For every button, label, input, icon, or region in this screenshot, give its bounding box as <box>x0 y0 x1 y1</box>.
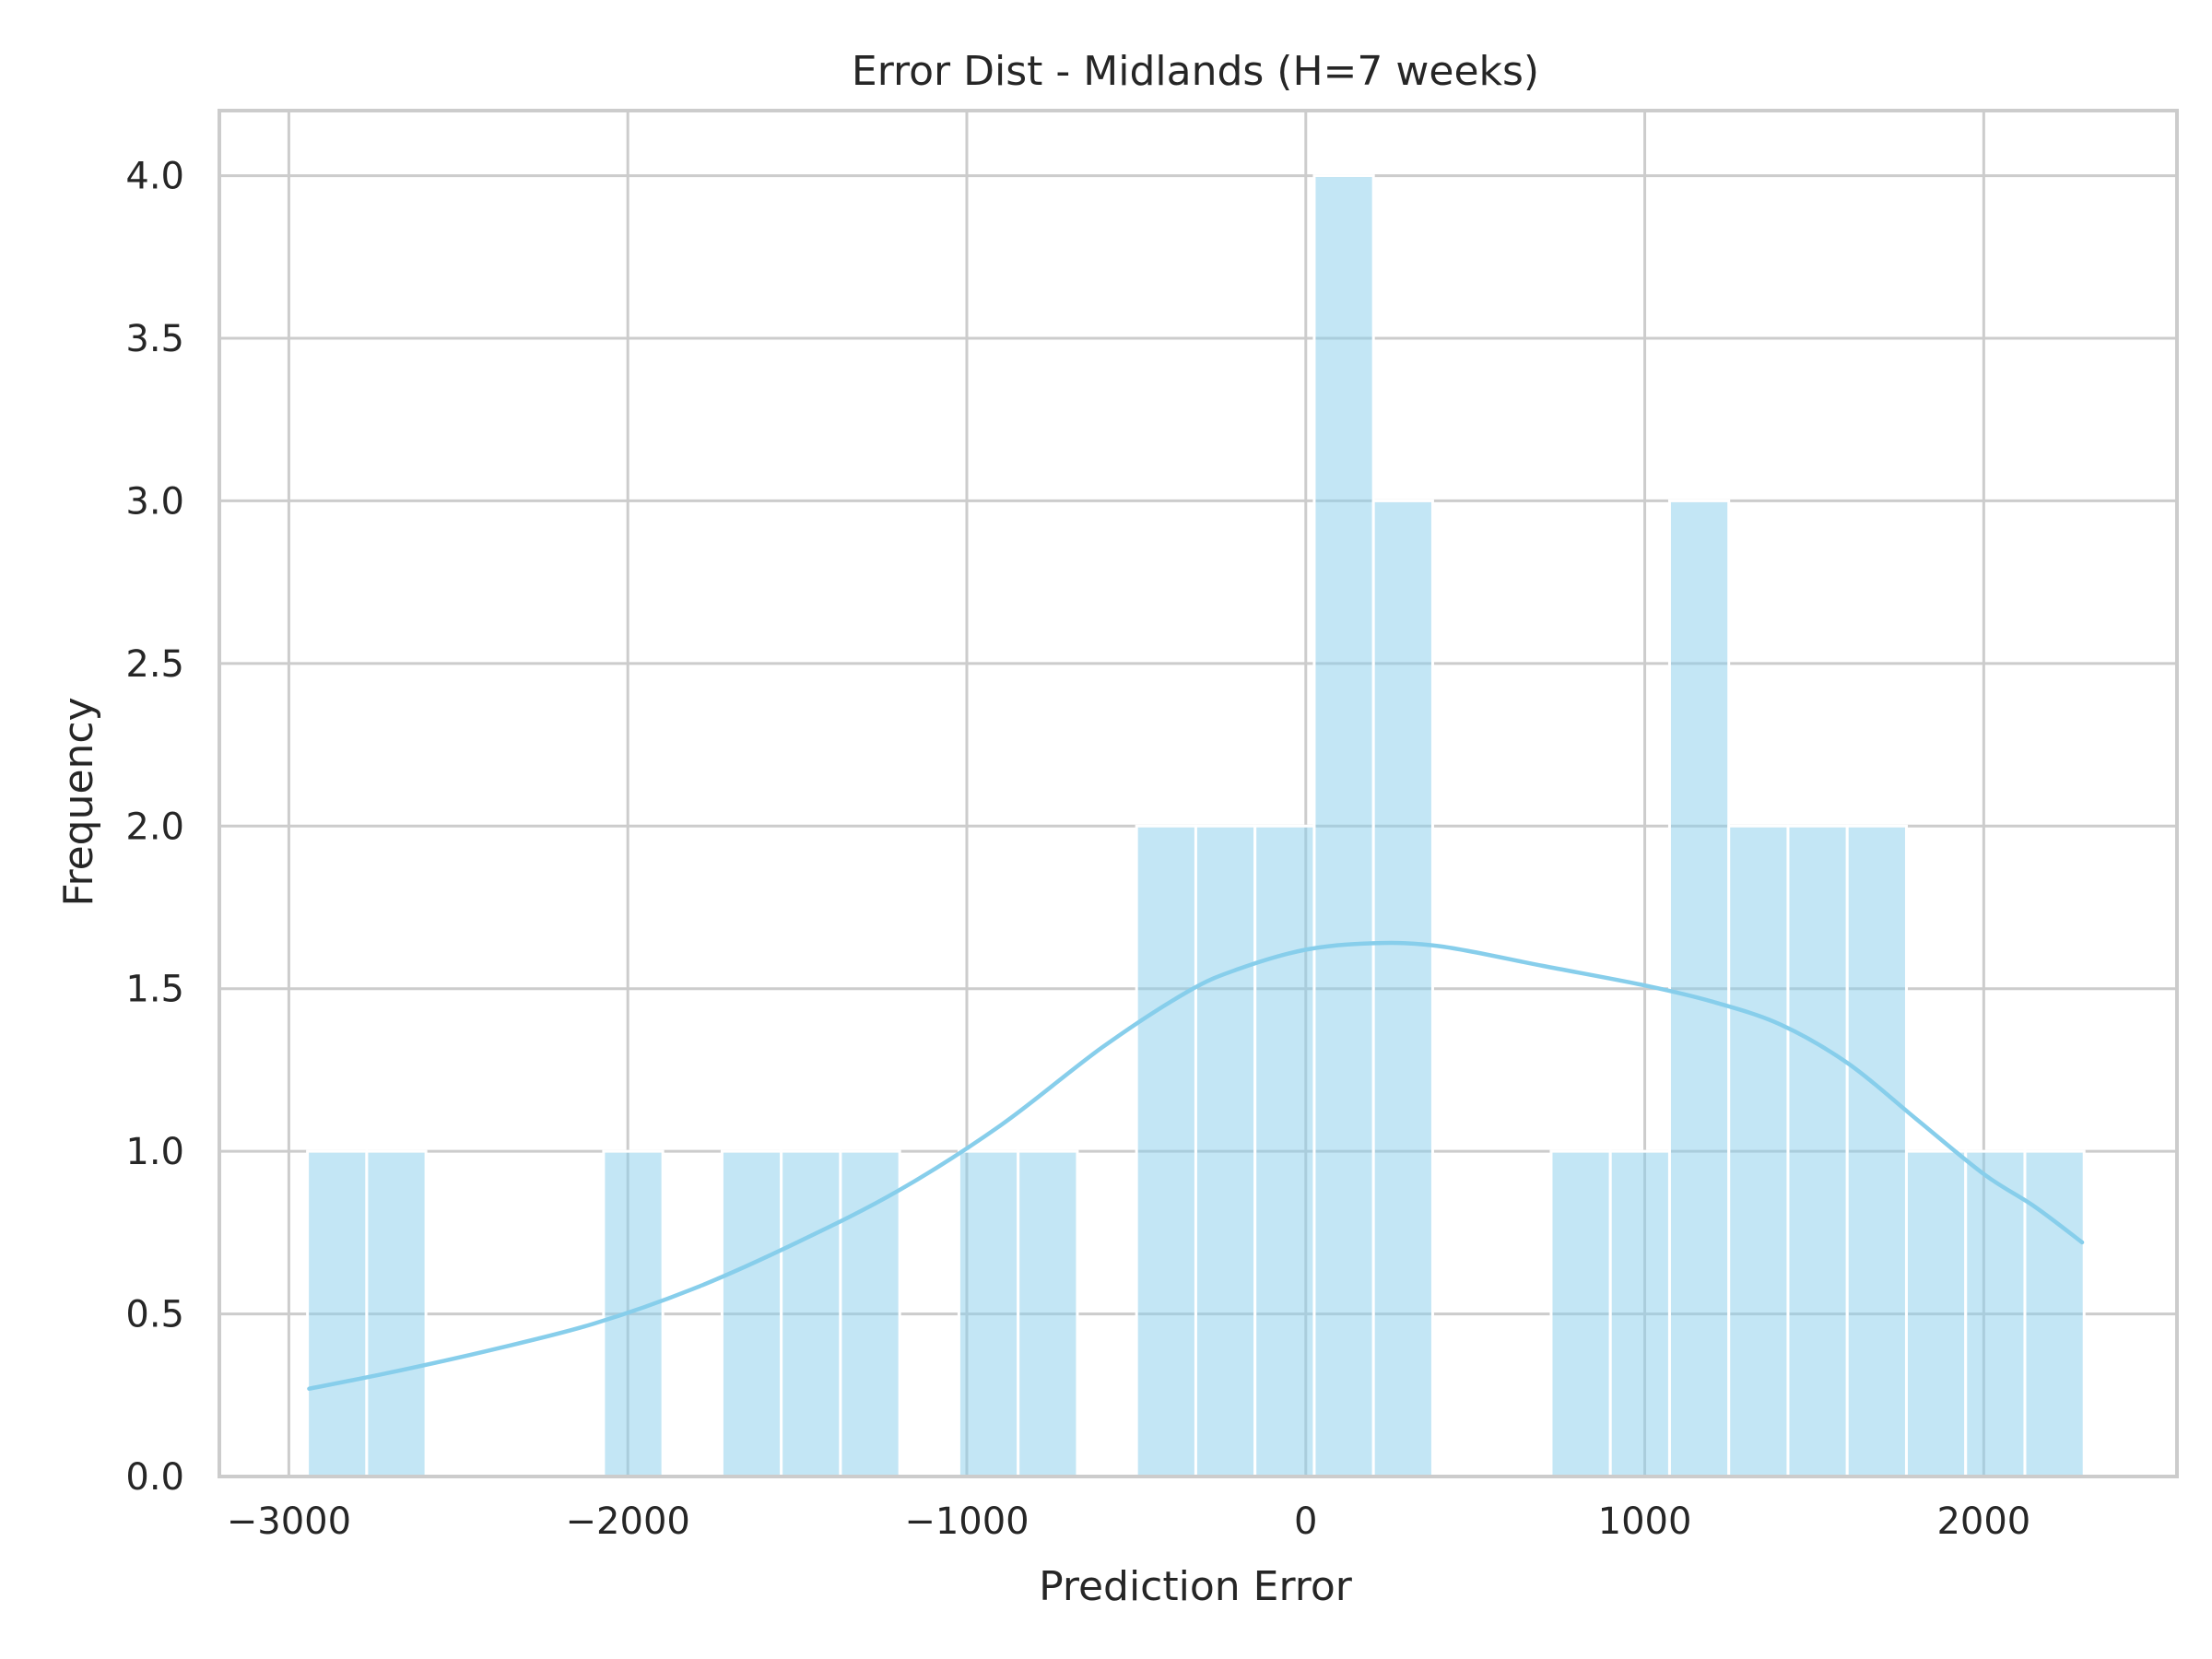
histogram-bar <box>1371 499 1434 1478</box>
x-tick-label: −2000 <box>566 1500 690 1543</box>
tick-layer: −3000 −2000 −1000 0 1000 2000 0.0 0.5 1.0 1.5 2.0 2… <box>125 156 2030 1543</box>
x-tick-label: 1000 <box>1598 1500 1692 1543</box>
histogram-bar <box>957 1149 1020 1478</box>
x-tick-label: −1000 <box>904 1500 1029 1543</box>
histogram-bar <box>1964 1149 2027 1478</box>
x-tick-label: −3000 <box>227 1500 351 1543</box>
axes-frame <box>218 109 2179 1478</box>
histogram-bar <box>1135 824 1197 1478</box>
plot-frame <box>218 109 2179 1478</box>
y-tick-label: 4.0 <box>125 156 184 198</box>
chart-title: Error Dist - Midlands (H=7 weeks) <box>852 48 1539 95</box>
kde-curve <box>307 940 2085 1391</box>
grid-layer <box>219 111 2177 1478</box>
histogram-bar <box>1549 1149 1612 1478</box>
histogram-bar <box>780 1149 842 1478</box>
y-tick-label: 2.5 <box>125 643 184 686</box>
y-tick-label: 0.0 <box>125 1456 184 1499</box>
histogram-bar <box>1727 824 1790 1478</box>
y-tick-label: 3.0 <box>125 480 184 523</box>
histogram-bar <box>1017 1149 1079 1478</box>
histogram-bar <box>1904 1149 1968 1478</box>
y-tick-label: 2.0 <box>125 806 184 848</box>
histogram-bar <box>839 1149 901 1478</box>
y-tick-label: 1.5 <box>125 969 184 1011</box>
histogram-bar <box>1312 174 1375 1478</box>
histogram-bar <box>306 1149 369 1478</box>
y-tick-label: 1.0 <box>125 1131 184 1173</box>
histogram-bar <box>602 1149 665 1478</box>
histogram-bar <box>1845 824 1908 1478</box>
histogram-bar <box>1786 824 1849 1478</box>
histogram-bar <box>365 1149 428 1478</box>
x-axis-label: Prediction Error <box>1039 1563 1353 1610</box>
histogram-bar <box>1667 499 1731 1478</box>
kde-layer <box>307 940 2085 1391</box>
x-tick-label: 0 <box>1294 1500 1317 1543</box>
histogram-bar <box>2023 1149 2086 1478</box>
histogram-bar <box>1253 824 1316 1478</box>
histogram-bar <box>1194 824 1257 1478</box>
histogram-bar <box>720 1149 783 1478</box>
x-tick-label: 2000 <box>1936 1500 2030 1543</box>
y-axis-label: Frequency <box>55 697 102 906</box>
histogram-bar <box>1608 1149 1671 1478</box>
y-tick-label: 0.5 <box>125 1294 184 1336</box>
y-tick-label: 3.5 <box>125 318 184 360</box>
